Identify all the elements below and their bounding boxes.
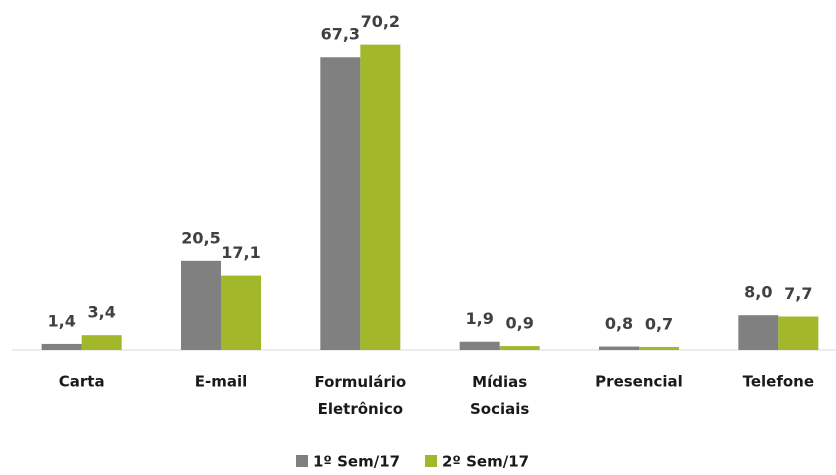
data-label: 3,4	[87, 303, 115, 322]
x-tick-label: Carta	[59, 373, 105, 391]
data-label: 20,5	[181, 228, 220, 247]
bar	[778, 316, 819, 350]
bar	[81, 335, 122, 350]
x-tick-label: E-mail	[195, 373, 248, 391]
bar	[221, 275, 261, 350]
legend-label: 2º Sem/17	[442, 453, 529, 471]
data-label: 17,1	[221, 243, 260, 262]
bar	[599, 346, 639, 350]
data-label: 8,0	[744, 283, 772, 302]
data-label: 0,7	[645, 314, 673, 333]
x-tick-label: Presencial	[595, 373, 683, 391]
legend-swatch	[296, 455, 308, 467]
legend-label: 1º Sem/17	[313, 453, 400, 471]
bar	[459, 341, 500, 350]
x-tick-label: Mídias Sociais	[470, 373, 529, 418]
bar	[360, 44, 401, 350]
bar	[738, 315, 779, 350]
data-label: 1,9	[465, 309, 493, 328]
data-label: 70,2	[361, 12, 400, 31]
bar	[499, 346, 540, 350]
bar	[181, 260, 221, 350]
bar	[639, 346, 679, 350]
data-label: 1,4	[47, 311, 75, 330]
bar	[41, 343, 82, 350]
x-tick-label: Formulário Eletrônico	[314, 373, 406, 418]
data-label: 0,8	[605, 314, 633, 333]
legend-swatch	[425, 455, 437, 467]
data-label: 7,7	[784, 284, 812, 303]
bar	[320, 57, 361, 351]
x-tick-label: Telefone	[743, 373, 814, 391]
data-label: 67,3	[321, 25, 360, 44]
data-label: 0,9	[505, 314, 533, 333]
